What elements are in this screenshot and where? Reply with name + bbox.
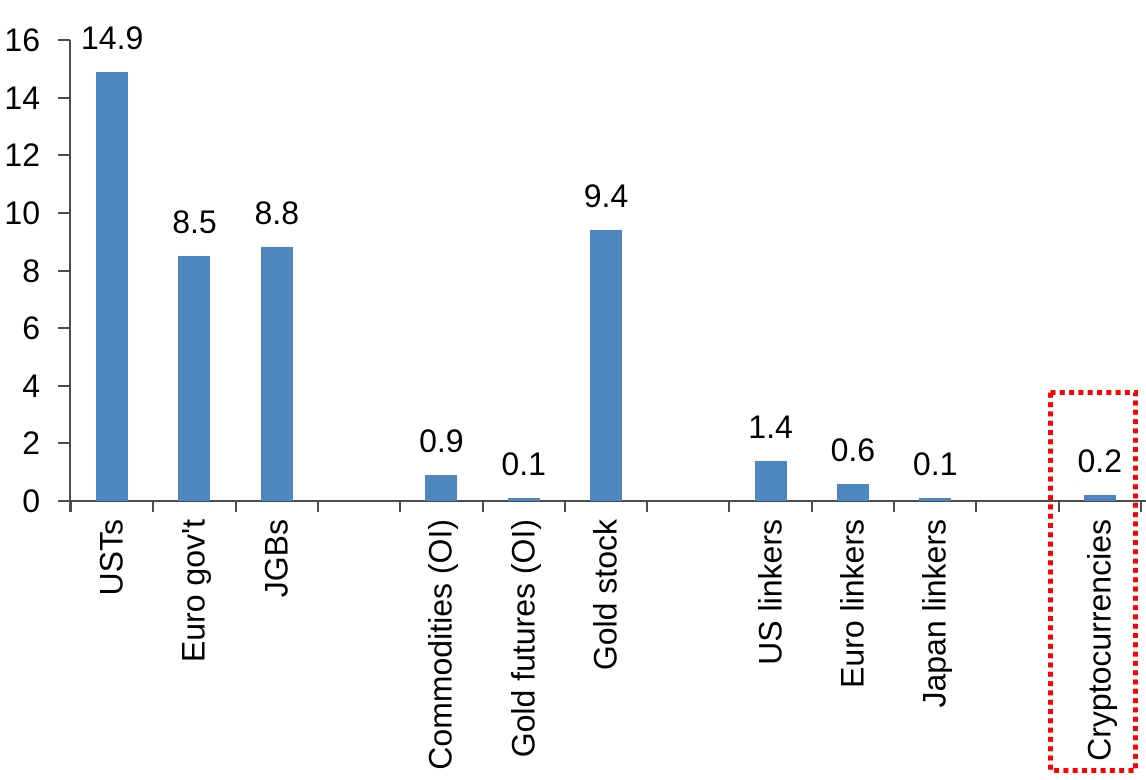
y-tick	[58, 500, 70, 502]
bar-value-label: 1.4	[748, 408, 793, 445]
y-tick-label: 2	[22, 425, 40, 462]
bar-euro-linkers	[836, 483, 869, 501]
x-category-label: Gold futures (OI)	[505, 519, 542, 758]
y-tick-label: 14	[4, 79, 40, 116]
x-axis-line	[69, 500, 1146, 502]
x-tick	[152, 501, 155, 512]
x-tick	[728, 501, 731, 512]
x-category-label: Gold stock	[587, 519, 624, 671]
bar-commodities-oi	[425, 475, 458, 501]
y-tick	[58, 39, 70, 41]
x-tick	[893, 501, 895, 512]
bar-jgbs	[260, 247, 293, 501]
bar-value-label: 8.5	[172, 204, 217, 241]
y-tick	[58, 384, 70, 387]
x-category-label: Euro linkers	[834, 519, 871, 688]
y-tick-label: 0	[22, 483, 40, 519]
bar-value-label: 0.6	[830, 431, 876, 468]
y-axis-line	[69, 40, 71, 512]
bar-value-label: 0.2	[1077, 443, 1122, 480]
y-tick-label: 10	[4, 194, 40, 231]
bar-gold-stock	[589, 230, 622, 501]
y-tick	[58, 327, 70, 330]
x-tick	[563, 501, 566, 512]
x-tick	[481, 501, 484, 512]
bar-us-linkers	[754, 460, 787, 501]
bar-value-label: 9.4	[583, 178, 629, 215]
highlight-box	[1048, 390, 1138, 773]
bar-value-label: 0.1	[912, 446, 958, 483]
x-tick	[810, 501, 813, 512]
y-tick-label: 16	[4, 22, 40, 58]
x-category-label: Japan linkers	[916, 519, 953, 708]
bar-euro-gov-t	[178, 256, 211, 501]
x-tick	[646, 501, 649, 512]
x-category-label: US linkers	[752, 519, 789, 665]
y-tick-label: 6	[22, 310, 40, 347]
bar-japan-linkers	[919, 498, 952, 501]
bar-gold-futures-oi	[507, 498, 540, 501]
x-category-label: JGBs	[258, 519, 295, 598]
bar-cryptocurrencies	[1083, 495, 1116, 501]
y-tick	[58, 154, 70, 157]
bar-value-label: 0.1	[501, 446, 546, 483]
y-tick	[58, 269, 70, 272]
y-tick	[58, 442, 70, 445]
x-tick	[399, 501, 402, 512]
x-tick	[1139, 501, 1142, 512]
highlight-box-border	[1048, 390, 1138, 773]
y-tick-label: 12	[4, 137, 40, 174]
x-tick	[1057, 501, 1060, 512]
x-tick	[70, 501, 72, 512]
x-category-label: Commodities (OI)	[422, 519, 459, 770]
y-tick	[58, 211, 70, 214]
x-tick	[975, 501, 978, 512]
y-tick-label: 4	[22, 367, 40, 404]
x-category-label: USTs	[93, 519, 130, 596]
x-tick	[234, 501, 237, 512]
x-tick	[316, 501, 319, 512]
bar-value-label: 0.9	[419, 423, 464, 460]
y-tick-label: 8	[22, 252, 40, 289]
x-category-label: Euro gov't	[176, 519, 213, 663]
bar-value-label: 14.9	[81, 19, 144, 56]
y-tick	[58, 96, 70, 99]
bar-usts	[96, 71, 129, 501]
bar-value-label: 8.8	[254, 195, 299, 232]
